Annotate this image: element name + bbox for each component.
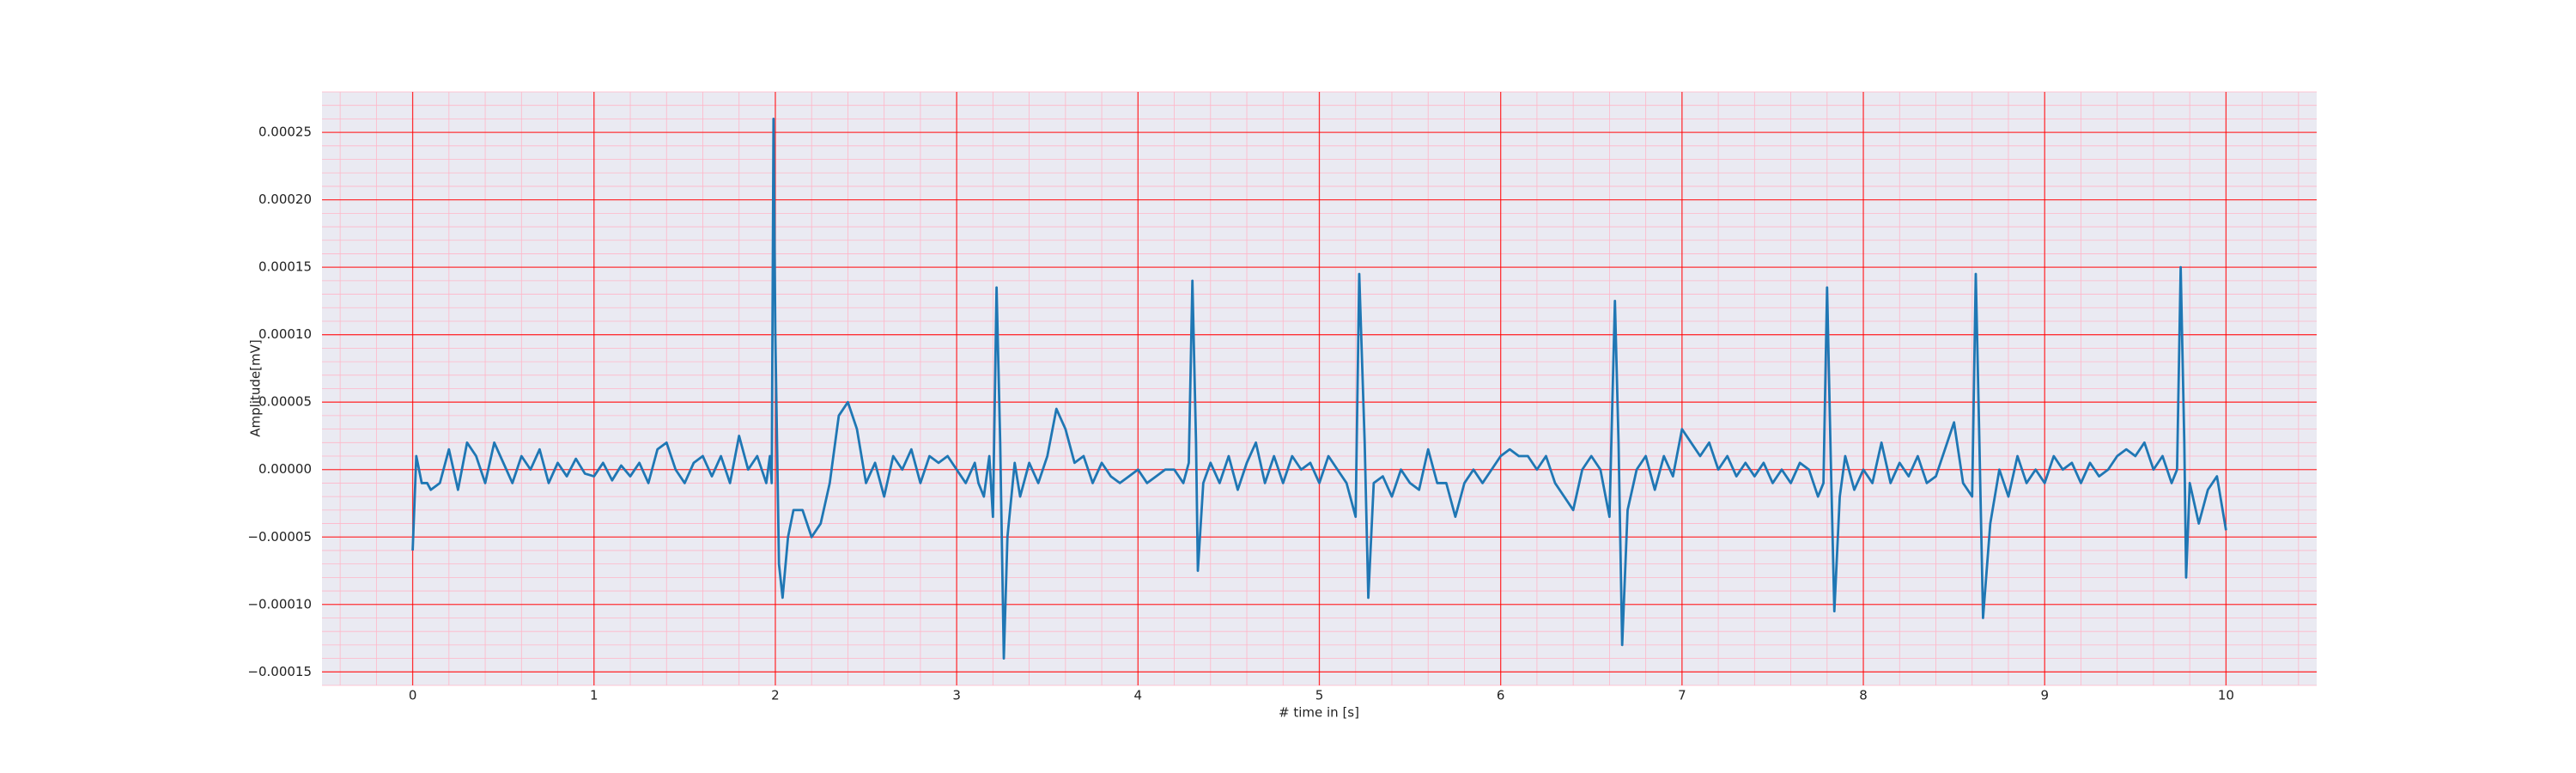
plot-area <box>322 91 2317 686</box>
x-tick-label: 2 <box>771 688 780 703</box>
x-tick-label: 10 <box>2218 688 2234 703</box>
x-axis-label: # time in [s] <box>1279 705 1359 721</box>
y-tick-label: −0.00010 <box>247 596 312 612</box>
x-tick-label: 4 <box>1134 688 1143 703</box>
y-tick-label: 0.00015 <box>258 259 312 275</box>
y-tick-label: 0.00010 <box>258 326 312 342</box>
y-tick-label: 0.00005 <box>258 394 312 410</box>
x-tick-label: 7 <box>1678 688 1686 703</box>
x-tick-label: 8 <box>1859 688 1868 703</box>
y-tick-label: −0.00015 <box>247 664 312 679</box>
y-tick-label: 0.00020 <box>258 192 312 207</box>
x-tick-label: 3 <box>952 688 961 703</box>
y-tick-label: −0.00005 <box>247 529 312 545</box>
x-tick-label: 6 <box>1497 688 1505 703</box>
x-tick-label: 9 <box>2040 688 2049 703</box>
x-tick-label: 5 <box>1315 688 1324 703</box>
y-tick-label: 0.00025 <box>258 125 312 140</box>
x-tick-label: 1 <box>590 688 598 703</box>
series-line <box>411 118 2227 660</box>
x-tick-label: 0 <box>409 688 417 703</box>
y-tick-label: 0.00000 <box>258 461 312 477</box>
y-axis-label: Amplitude[mV] <box>248 339 264 436</box>
